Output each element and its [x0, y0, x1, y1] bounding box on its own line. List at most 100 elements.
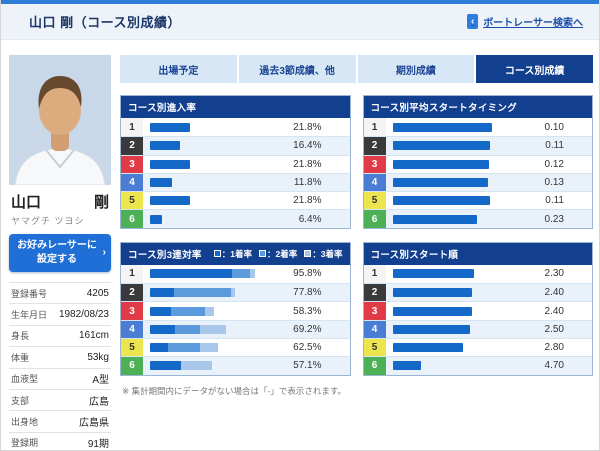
- bar-area: [143, 192, 288, 209]
- value-label: 0.12: [544, 158, 564, 170]
- value-label: 6.4%: [298, 213, 322, 225]
- value-label: 95.8%: [293, 268, 322, 280]
- value-label: 2.80: [544, 342, 564, 354]
- course-row: 3 21.8%: [121, 154, 350, 173]
- bar-segment: [200, 343, 219, 353]
- bar-area: [386, 321, 531, 338]
- legend-swatch-icon: [259, 250, 267, 258]
- course-row: 5 21.8%: [121, 191, 350, 210]
- bar: [392, 214, 478, 224]
- course-row: 6 57.1%: [121, 356, 350, 375]
- chevron-left-icon: ‹: [467, 14, 479, 29]
- legend-swatch-icon: [304, 250, 312, 258]
- course-row: 6 0.23: [363, 209, 592, 228]
- bar-segment: [150, 269, 232, 279]
- panel-header: コース別平均スタートタイミング: [363, 96, 592, 118]
- bar-area: [143, 174, 288, 191]
- course-badge: 2: [363, 137, 386, 155]
- racer-search-link-label: ボートレーサー検索へ: [483, 18, 583, 29]
- value-label: 21.8%: [293, 158, 322, 170]
- course-badge: 6: [121, 210, 143, 228]
- bar-area: [386, 192, 531, 209]
- racer-name-kana: ヤマグチ ツヨシ: [11, 216, 85, 226]
- value-label: 0.13: [544, 177, 564, 189]
- favorite-racer-button[interactable]: お好みレーサーに設定する ›: [9, 234, 111, 272]
- top-accent-bar: [1, 0, 599, 4]
- bar-segment: [175, 324, 201, 334]
- panel-course-entry-rate: コース別進入率 1 21.8% 2 16.4% 3 21.8% 4 11.8% 5 21.8% 6 6.…: [120, 95, 351, 229]
- page-header: 山口 剛（コース別成績） ‹ ボートレーサー検索へ: [1, 4, 599, 40]
- profile-row: 支部 広島: [9, 388, 111, 410]
- bar-segment: [250, 269, 255, 279]
- panel-course-top3-rate: コース別3連対率 ：1着率 ：2着率 ：3着率 1 95.8% 2 77.8% 3 58.3% 4 6…: [120, 241, 351, 376]
- panel-header: コース別進入率: [121, 96, 350, 118]
- bar-area: [143, 302, 288, 319]
- panel-header: コース別3連対率 ：1着率 ：2着率 ：3着率: [121, 242, 350, 265]
- bar: [150, 324, 288, 334]
- bar-area: [386, 156, 531, 173]
- course-row: 1 21.8%: [121, 118, 350, 137]
- bar: [392, 324, 470, 334]
- value-label: 69.2%: [293, 323, 322, 335]
- value-label: 21.8%: [293, 195, 322, 207]
- profile-value: 91期: [87, 439, 109, 451]
- course-row: 3 58.3%: [121, 301, 350, 320]
- tab-course-results[interactable]: コース別成績: [476, 55, 593, 83]
- bar-segment: [150, 288, 175, 298]
- course-badge: 5: [121, 338, 143, 357]
- racer-search-link[interactable]: ‹ ボートレーサー検索へ: [467, 14, 583, 29]
- bar-segment: [204, 306, 214, 316]
- course-badge: 3: [363, 302, 386, 320]
- main: 出場予定 過去3節成績、他 期別成績 コース別成績 コース別進入率 1 21.8% 2 16.…: [120, 55, 593, 451]
- value-label: 0.23: [544, 213, 564, 225]
- bar-area: [386, 284, 531, 301]
- panel-title: コース別スタート順: [370, 249, 459, 261]
- bar-area: [143, 210, 288, 227]
- bar: [150, 159, 190, 169]
- course-badge: 4: [363, 173, 386, 192]
- value-label: 0.11: [545, 140, 564, 152]
- bar-area: [143, 118, 288, 136]
- profile-value: 53kg: [87, 351, 109, 363]
- panel-rows: 1 2.30 2 2.40 3 2.40 4 2.50 5 2.80 6 4.70: [363, 264, 592, 375]
- value-label: 16.4%: [293, 140, 322, 152]
- tab-recent-results[interactable]: 過去3節成績、他: [238, 55, 356, 83]
- course-row: 3 2.40: [363, 301, 592, 320]
- profile-label: 血液型: [11, 374, 39, 385]
- profile-row: 登録番号 4205: [9, 282, 111, 303]
- bar-area: [143, 357, 288, 374]
- course-row: 5 0.11: [363, 191, 592, 210]
- profile-label: 支部: [11, 395, 30, 406]
- profile-row: 体重 53kg: [9, 346, 111, 367]
- bar: [150, 288, 288, 298]
- bar-area: [386, 265, 531, 283]
- bar-segment: [231, 269, 251, 279]
- panel-title: コース別3連対率: [128, 249, 202, 261]
- course-badge: 1: [121, 118, 143, 137]
- value-label: 62.5%: [293, 342, 322, 354]
- bar-segment: [174, 288, 231, 298]
- bar: [150, 361, 288, 371]
- course-badge: 3: [121, 302, 143, 320]
- profile-label: 体重: [11, 352, 30, 363]
- profile-value: A型: [92, 375, 109, 387]
- bar: [392, 196, 491, 206]
- bar-area: [143, 265, 288, 283]
- racer-name-last: 山口: [11, 194, 42, 211]
- legend-label: ：3着率: [312, 248, 343, 259]
- legend-item: ：3着率: [304, 248, 343, 260]
- tab-schedule[interactable]: 出場予定: [120, 55, 237, 83]
- tab-term-results[interactable]: 期別成績: [357, 55, 475, 83]
- value-label: 11.8%: [293, 177, 322, 189]
- bar-segment: [181, 361, 213, 371]
- legend-label: ：1着率: [221, 248, 253, 259]
- bar-area: [143, 321, 288, 338]
- panel-course-avg-start-timing: コース別平均スタートタイミング 1 0.10 2 0.11 3 0.12 4 0.13 5 0.11…: [362, 95, 593, 229]
- racer-photo-illustration: [9, 55, 111, 185]
- course-row: 4 11.8%: [121, 172, 350, 192]
- legend-label: ：2着率: [267, 248, 298, 259]
- bar: [150, 343, 288, 353]
- value-label: 2.40: [544, 287, 564, 299]
- value-label: 2.30: [544, 268, 564, 280]
